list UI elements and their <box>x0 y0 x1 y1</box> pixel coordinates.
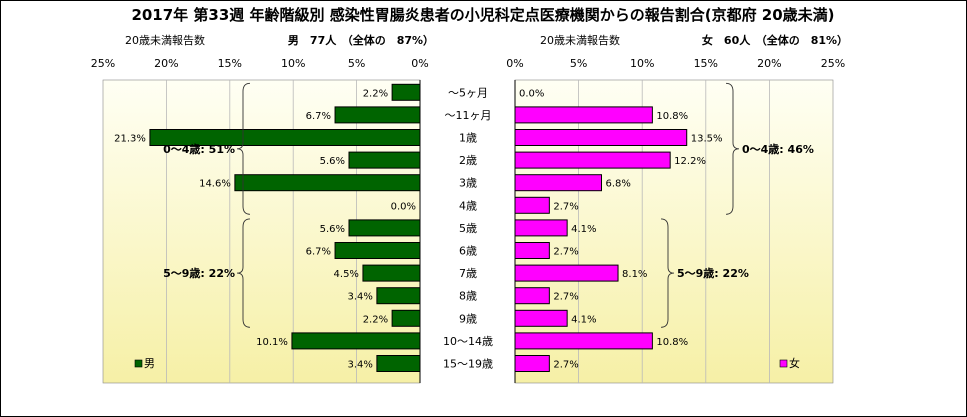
male-data-label: 4.5% <box>334 269 359 280</box>
male-bar <box>334 106 421 124</box>
male-tick-label: 5% <box>348 57 365 70</box>
category-label: 3歳 <box>459 177 477 190</box>
female-tick-label: 0% <box>506 57 523 70</box>
chart-title: 2017年 第33週 年齢階級別 感染性胃腸炎患者の小児科定点医療機関からの報告… <box>131 6 834 24</box>
female-bar <box>514 174 602 192</box>
female-group-brace <box>660 218 675 328</box>
male-data-label: 21.3% <box>114 134 146 145</box>
male-tick-label: 0% <box>411 57 428 70</box>
female-tick-label: 20% <box>757 57 781 70</box>
male-data-label: 3.4% <box>347 360 372 371</box>
female-tick-label: 10% <box>630 57 654 70</box>
category-label: 8歳 <box>459 290 477 303</box>
female-data-label: 2.7% <box>553 201 578 212</box>
female-bar <box>514 287 550 305</box>
male-group-brace <box>236 218 251 328</box>
male-data-label: 5.6% <box>320 156 345 167</box>
male-bar <box>376 287 421 305</box>
category-label: 2歳 <box>459 154 477 167</box>
male-bar <box>391 83 421 101</box>
female-group-brace <box>725 82 740 215</box>
male-data-label: 2.2% <box>363 314 388 325</box>
female-tick-label: 5% <box>570 57 587 70</box>
female-bar <box>514 219 568 237</box>
female-group-label: 5～9歳: 22% <box>677 266 749 280</box>
female-bar <box>514 242 550 259</box>
category-label: 4歳 <box>459 199 477 212</box>
male-data-label: 10.1% <box>256 337 288 348</box>
category-label: 15～19歳 <box>443 358 493 371</box>
male-bar <box>362 264 421 282</box>
female-bar <box>514 129 688 146</box>
male-data-label: 0.0% <box>391 201 416 212</box>
female-subtitle-total: 女 60人 （全体の 81%） <box>702 33 848 47</box>
category-label: ～11ヶ月 <box>445 109 492 122</box>
female-data-label: 6.8% <box>605 179 630 190</box>
female-tick-label: 15% <box>694 57 718 70</box>
female-bar <box>514 309 568 327</box>
male-data-label: 14.6% <box>199 179 231 190</box>
female-bar <box>514 196 550 214</box>
female-data-label: 2.7% <box>553 292 578 303</box>
female-data-label: 4.1% <box>571 224 596 235</box>
male-tick-label: 10% <box>281 57 305 70</box>
male-tick-label: 20% <box>154 57 178 70</box>
male-subtitle-count: 20歳未満報告数 <box>125 34 205 47</box>
male-tick-label: 25% <box>91 57 115 70</box>
female-data-label: 8.1% <box>622 269 647 280</box>
male-data-label: 3.4% <box>347 292 372 303</box>
female-bar <box>514 264 619 282</box>
male-bar <box>376 355 421 372</box>
female-panel: 0% 5% 10% 15% 20% 25% 0.0% 10.8% 13.5% 12.2% 6.8% 2… <box>506 57 845 384</box>
male-legend-label: 男 <box>144 357 155 370</box>
male-group-label: 0～4歳: 51% <box>163 142 235 156</box>
male-tick-label: 15% <box>218 57 242 70</box>
female-data-label: 2.7% <box>553 360 578 371</box>
category-label: 10～14歳 <box>443 335 493 348</box>
female-group-label: 0～4歳: 46% <box>742 142 814 156</box>
category-label: 9歳 <box>459 312 477 325</box>
male-bar <box>234 174 421 192</box>
female-data-label: 10.8% <box>656 337 688 348</box>
female-bar <box>514 332 653 350</box>
female-data-label: 13.5% <box>691 134 723 145</box>
male-legend-swatch <box>134 359 143 368</box>
female-bar <box>514 355 550 372</box>
female-data-label: 0.0% <box>519 88 544 99</box>
male-group-label: 5～9歳: 22% <box>163 266 235 280</box>
male-group-brace <box>236 82 251 215</box>
female-bar <box>514 151 671 169</box>
male-data-label: 5.6% <box>320 224 345 235</box>
category-label: ～5ヶ月 <box>448 86 488 99</box>
male-bar <box>348 151 421 169</box>
category-label: 5歳 <box>459 222 477 235</box>
male-bar <box>391 309 421 327</box>
male-bar <box>334 242 421 259</box>
female-subtitle-count: 20歳未満報告数 <box>540 34 620 47</box>
male-panel: 25% 20% 15% 10% 5% 0% 2.2% 6.7% 21.3% 5.6% 14.6% 0.… <box>91 57 429 384</box>
female-data-label: 10.8% <box>656 111 688 122</box>
female-legend-swatch <box>779 359 788 368</box>
female-legend-label: 女 <box>789 356 800 370</box>
male-subtitle-total: 男 77人 （全体の 87%） <box>288 33 434 47</box>
male-data-label: 6.7% <box>306 111 331 122</box>
male-bar <box>291 332 421 350</box>
male-data-label: 6.7% <box>306 247 331 258</box>
male-bar <box>149 129 421 146</box>
category-label: 6歳 <box>459 245 477 258</box>
female-data-label: 2.7% <box>553 247 578 258</box>
female-tick-label: 25% <box>821 57 845 70</box>
category-labels: ～5ヶ月 ～11ヶ月 1歳 2歳 3歳 4歳 5歳 6歳 7歳 8歳 9歳 10～14歳 15～19歳 <box>443 86 493 370</box>
female-data-label: 4.1% <box>571 314 596 325</box>
female-bar <box>514 106 653 124</box>
category-label: 7歳 <box>459 267 477 280</box>
male-data-label: 2.2% <box>363 88 388 99</box>
male-bar <box>348 219 421 237</box>
category-label: 1歳 <box>459 132 477 145</box>
female-data-label: 12.2% <box>674 156 706 167</box>
